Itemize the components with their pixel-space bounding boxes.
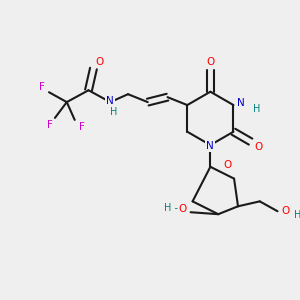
Text: H: H — [110, 107, 117, 117]
Text: O: O — [178, 204, 187, 214]
Text: N: N — [238, 98, 245, 108]
Text: N: N — [106, 96, 114, 106]
Text: H: H — [294, 210, 300, 220]
Text: O: O — [281, 206, 290, 216]
Text: F: F — [47, 120, 53, 130]
Text: O: O — [206, 57, 214, 67]
Text: O: O — [254, 142, 262, 152]
Text: N: N — [206, 141, 214, 151]
Text: O: O — [95, 57, 103, 67]
Text: F: F — [39, 82, 45, 92]
Text: F: F — [79, 122, 85, 132]
Text: O: O — [223, 160, 231, 170]
Text: H -: H - — [164, 203, 178, 213]
Text: H: H — [254, 104, 261, 114]
